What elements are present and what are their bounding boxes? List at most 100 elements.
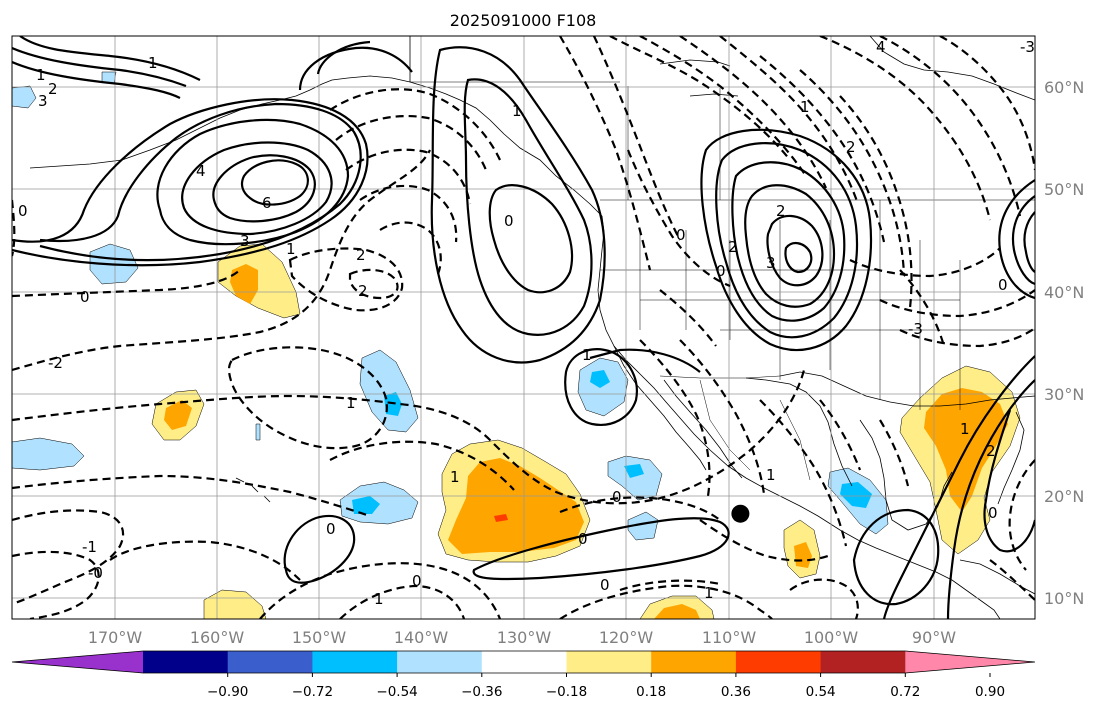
- svg-text:-3: -3: [1020, 38, 1035, 56]
- shade-blue-baja: [577, 357, 629, 417]
- lat-label: 60°N: [1044, 78, 1084, 97]
- lon-label: 130°W: [497, 628, 552, 647]
- svg-text:1: 1: [512, 102, 522, 120]
- colorbar-tick-label: 0.18: [636, 684, 666, 700]
- colorbar-segment: [143, 651, 229, 673]
- lon-label: 100°W: [804, 628, 859, 647]
- colorbar-tick-label: −0.72: [292, 684, 333, 700]
- lat-label: 10°N: [1044, 589, 1084, 608]
- colorbar-extend-high: [905, 651, 1035, 673]
- svg-text:-3: -3: [908, 320, 923, 338]
- colorbar-segment: [397, 651, 483, 673]
- svg-text:0: 0: [504, 212, 514, 230]
- svg-text:1: 1: [800, 98, 810, 116]
- colorbar-outline: [11, 650, 1036, 674]
- svg-text:6: 6: [262, 194, 272, 212]
- shade-cyan-mex: [624, 464, 644, 478]
- svg-text:1: 1: [346, 394, 356, 412]
- shade-yellow-bottom: [203, 589, 267, 619]
- svg-text:1: 1: [960, 420, 970, 438]
- map-title: 2025091000 F108: [450, 11, 597, 30]
- shade-blue-center1: [359, 349, 419, 433]
- shade-cyan-baja: [590, 370, 610, 388]
- shade-orange-center: [448, 458, 584, 554]
- svg-text:0: 0: [988, 504, 998, 522]
- svg-text:0: 0: [600, 576, 610, 594]
- svg-text:4: 4: [196, 162, 206, 180]
- svg-text:2: 2: [48, 80, 58, 98]
- svg-text:0: 0: [716, 262, 726, 280]
- colorbar-segment: [566, 651, 652, 673]
- lon-label: 150°W: [292, 628, 347, 647]
- shade-cyan-gulf: [840, 482, 872, 508]
- shade-orange-west: [230, 264, 258, 304]
- lat-axis-labels: 10°N 20°N 30°N 40°N 50°N 60°N: [1044, 78, 1084, 608]
- svg-text:0: 0: [326, 520, 336, 538]
- svg-text:1: 1: [148, 54, 158, 72]
- svg-text:3: 3: [240, 232, 250, 250]
- svg-text:-0: -0: [88, 564, 103, 582]
- svg-text:1: 1: [374, 590, 384, 608]
- colorbar-tick-label: −0.36: [461, 684, 502, 700]
- plot-frame: [11, 35, 1036, 620]
- colorbar: −0.90 −0.72 −0.54 −0.36 −0.18 0.18 0.36 0.54 0.7…: [11, 650, 1036, 700]
- svg-text:0: 0: [998, 276, 1008, 294]
- colorbar-tick-label: 0.54: [806, 684, 836, 700]
- shade-blue-small1: [255, 423, 261, 441]
- contour-labels: 1 3 4 6 3 1 2 2 0 2 0 1 0 4 -3 2 3 0 2 0…: [18, 38, 1035, 608]
- svg-text:0: 0: [578, 530, 588, 548]
- svg-text:4: 4: [876, 38, 886, 56]
- colorbar-tick-label: −0.54: [376, 684, 417, 700]
- lon-label: 90°W: [912, 628, 956, 647]
- svg-text:2: 2: [358, 282, 368, 300]
- lat-label: 40°N: [1044, 283, 1084, 302]
- colorbar-tick-label: 0.72: [890, 684, 920, 700]
- colorbar-segment: [820, 651, 906, 673]
- lon-label: 160°W: [190, 628, 245, 647]
- colorbar-segment: [227, 651, 313, 673]
- colorbar-tick-label: 0.36: [721, 684, 751, 700]
- colorbar-segment: [312, 651, 398, 673]
- lon-label: 120°W: [599, 628, 654, 647]
- svg-text:1: 1: [286, 240, 296, 258]
- lon-label: 140°W: [394, 628, 449, 647]
- svg-text:0: 0: [676, 226, 686, 244]
- svg-text:2: 2: [776, 202, 786, 220]
- plot-area: 1 3 4 6 3 1 2 2 0 2 0 1 0 4 -3 2 3 0 2 0…: [12, 36, 1035, 619]
- lat-label: 30°N: [1044, 385, 1084, 404]
- svg-text:1: 1: [36, 66, 46, 84]
- dashed-contours: [12, 36, 1035, 619]
- svg-text:0: 0: [612, 488, 622, 506]
- svg-text:0: 0: [18, 202, 28, 220]
- svg-text:-2: -2: [48, 354, 63, 372]
- lat-label: 50°N: [1044, 180, 1084, 199]
- svg-text:1: 1: [582, 346, 592, 364]
- colorbar-tick-label: −0.90: [207, 684, 248, 700]
- svg-text:0: 0: [412, 572, 422, 590]
- shade-red-center: [494, 514, 508, 522]
- solid-contours: [12, 36, 1035, 619]
- svg-text:1: 1: [766, 466, 776, 484]
- colorbar-segment: [735, 651, 822, 673]
- svg-text:0: 0: [80, 288, 90, 306]
- svg-text:2: 2: [356, 246, 366, 264]
- svg-text:3: 3: [38, 92, 48, 110]
- shade-blue-mex2: [627, 511, 659, 541]
- colorbar-tick-label: −0.18: [546, 684, 587, 700]
- shade-yellow-west: [217, 243, 301, 319]
- shade-blue-far-west: [12, 437, 85, 471]
- colorbar-tick-label: 0.90: [975, 684, 1005, 700]
- lat-label: 20°N: [1044, 487, 1084, 506]
- colorbar-extend-low: [12, 651, 143, 673]
- storm-position-marker: [731, 504, 750, 523]
- svg-text:2: 2: [728, 238, 738, 256]
- svg-text:1: 1: [450, 468, 460, 486]
- shade-orange-small: [164, 400, 192, 430]
- shade-blue-nw: [12, 85, 37, 109]
- shade-cyan-center2: [352, 496, 380, 514]
- svg-text:2: 2: [846, 138, 856, 156]
- lon-label: 170°W: [88, 628, 143, 647]
- svg-text:3: 3: [766, 254, 776, 272]
- svg-text:2: 2: [986, 442, 996, 460]
